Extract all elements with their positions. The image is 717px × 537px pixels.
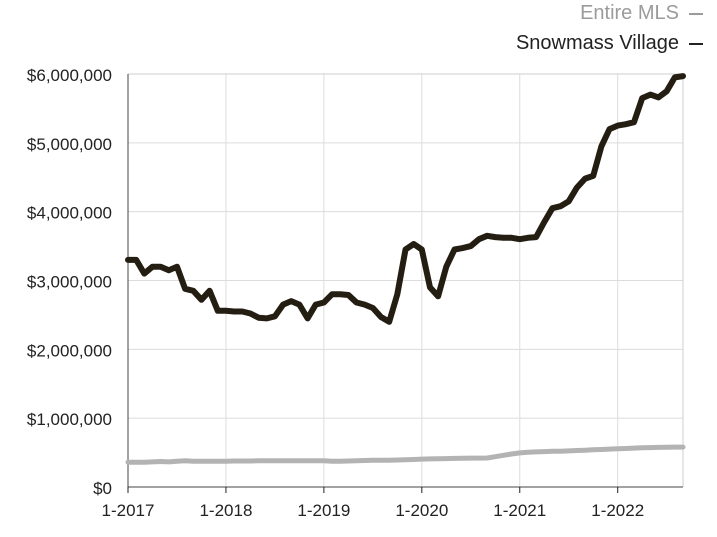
y-tick-label: $3,000,000 [27, 273, 112, 292]
x-tick-label: 1-2019 [297, 501, 350, 520]
legend-swatch-snowmass-village [689, 42, 703, 45]
y-tick-label: $5,000,000 [27, 135, 112, 154]
axes [127, 73, 684, 488]
x-tick-label: 1-2021 [493, 501, 546, 520]
gridlines [128, 74, 683, 487]
x-tick-label: 1-2017 [102, 501, 155, 520]
y-tick-label: $2,000,000 [27, 341, 112, 360]
y-axis-ticks: $6,000,000 $5,000,000 $4,000,000 $3,000,000… [27, 66, 112, 498]
legend-swatch-entire-mls [689, 12, 703, 15]
y-tick-label: $6,000,000 [27, 66, 112, 85]
legend-item-snowmass-village: Snowmass Village [516, 32, 703, 55]
y-tick-label: $0 [93, 479, 112, 498]
series-line-entire-mls [125, 444, 686, 465]
x-tick-label: 1-2018 [199, 501, 252, 520]
legend-label-entire-mls: Entire MLS [580, 2, 679, 24]
x-tick-label: 1-2022 [591, 501, 644, 520]
series-lines [125, 73, 686, 465]
legend-label-snowmass-village: Snowmass Village [515, 32, 679, 54]
series-line-snowmass-village [125, 73, 686, 325]
x-tick-label: 1-2020 [395, 501, 448, 520]
y-tick-label: $4,000,000 [27, 204, 112, 223]
legend-item-entire-mls: Entire MLS [580, 2, 703, 25]
x-axis-ticks: 1-2017 1-2018 1-2019 1-2020 1-2021 1-2022 [102, 487, 644, 520]
y-tick-label: $1,000,000 [27, 410, 112, 429]
